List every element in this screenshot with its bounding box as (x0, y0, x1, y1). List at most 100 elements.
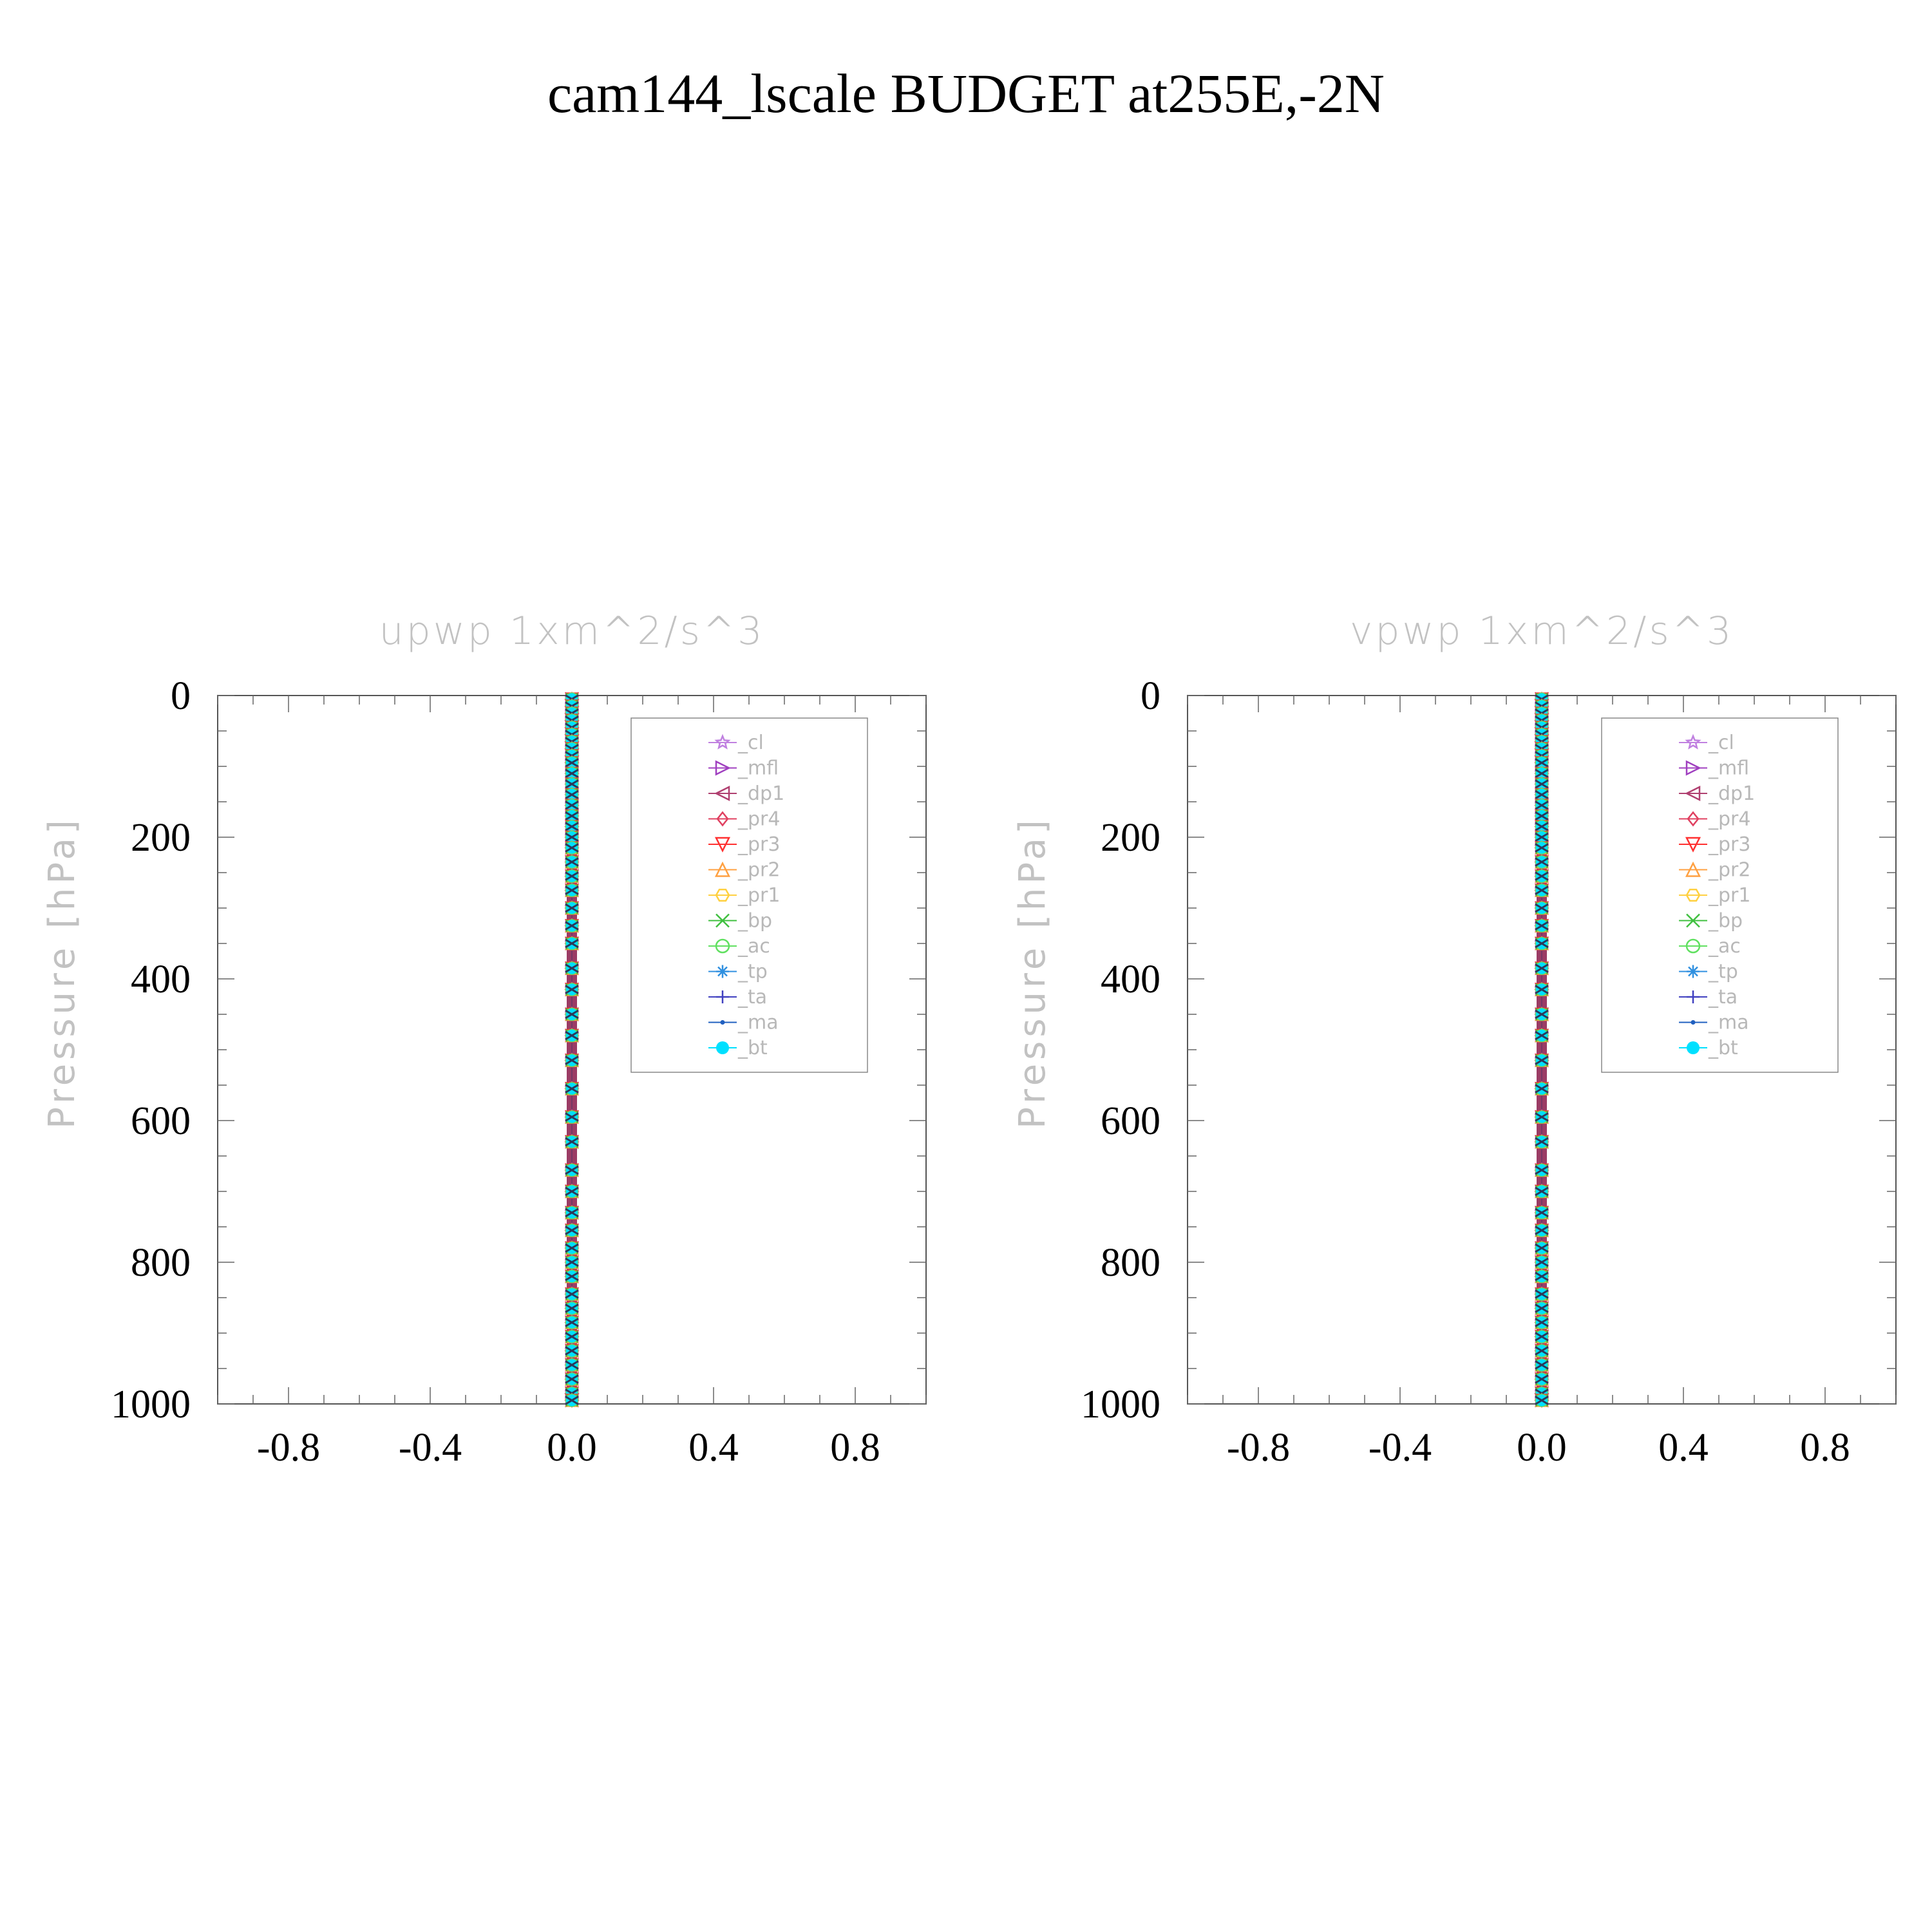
point-overlap (565, 1030, 579, 1041)
point-overlap (1535, 985, 1549, 994)
point-overlap (565, 921, 579, 931)
point-overlap (1535, 1226, 1549, 1235)
point-overlap (1535, 1137, 1549, 1147)
legend-label: _bt (737, 1037, 768, 1059)
point-overlap (1535, 963, 1549, 973)
legend-marker-_pr3 (1685, 837, 1701, 853)
legend-marker-_ta (716, 990, 729, 1003)
point-overlap (1535, 886, 1549, 895)
legend-marker-_ma (1690, 1020, 1696, 1025)
point-overlap (1535, 871, 1549, 881)
point-overlap (565, 832, 579, 842)
x-tick-label: 0.0 (1517, 1426, 1567, 1470)
legend-label: _ma (737, 1012, 779, 1034)
series-group (1534, 691, 1549, 1408)
point-overlap (1535, 800, 1549, 810)
legend-label: _cl (737, 732, 764, 754)
point-overlap (565, 938, 579, 949)
point-overlap (1535, 1396, 1549, 1405)
point-overlap (565, 1186, 579, 1197)
legend-marker-_ac (715, 938, 730, 954)
point-overlap (565, 1208, 579, 1218)
legend-marker-_ma (720, 1020, 725, 1025)
point-overlap (565, 963, 579, 973)
legend-marker-_mfl (1685, 760, 1701, 776)
point-overlap (565, 1271, 579, 1282)
legend-label: _bp (1708, 910, 1743, 933)
legend-label: _ac (737, 935, 770, 958)
point-overlap (565, 843, 579, 853)
series-group (564, 691, 580, 1408)
legend-label: _tp (1708, 961, 1738, 983)
legend: _cl _mfl_dp1 _pr4_pr3 _pr2_pr1 _bp_ac _tp _ta _… (1601, 717, 1839, 1073)
legend-marker-_mfl (715, 760, 731, 776)
legend-marker-_pr1 (1685, 889, 1701, 902)
point-overlap (1535, 1165, 1549, 1175)
x-tick-label: -0.4 (399, 1426, 462, 1470)
point-overlap (565, 1226, 579, 1235)
x-tick-label: -0.8 (1227, 1426, 1290, 1470)
point-overlap (565, 1084, 579, 1094)
y-tick-label: 400 (131, 958, 191, 1001)
point-overlap (565, 1332, 579, 1341)
point-overlap (1535, 1084, 1549, 1094)
legend-label: _mfl (1708, 757, 1749, 780)
legend-marker-_bt (716, 1041, 729, 1054)
legend-marker-_bp (1686, 913, 1700, 928)
legend-marker-_dp1 (714, 785, 730, 802)
y-axis-label: Pressure [hPa] (41, 816, 83, 1129)
legend-label: _dp1 (1708, 782, 1755, 805)
x-tick-label: 0.8 (830, 1426, 880, 1470)
point-overlap (1535, 790, 1549, 800)
panel-upwp: upwp 1xm^2/s^3 Pressure [hPa] -0.8 -0.4 0.0 0… (41, 609, 927, 1470)
legend-marker-_bp (715, 913, 730, 928)
panel-vpwp: vpwp 1xm^2/s^3 Pressure [hPa] -0.8 -0.4 0.0 0… (1012, 609, 1897, 1470)
legend-label: _dp1 (737, 782, 784, 805)
legend-label: _pr3 (1708, 833, 1750, 856)
point-overlap (1535, 903, 1549, 913)
point-overlap (1535, 822, 1549, 831)
point-overlap (1535, 811, 1549, 821)
point-overlap (565, 1257, 579, 1267)
legend-label: _ta (1708, 986, 1738, 1009)
legend-label: _pr2 (1708, 859, 1750, 882)
legend-marker-_pr2 (714, 861, 731, 877)
legend-marker-_ta (1687, 990, 1700, 1003)
y-tick-label: 1000 (111, 1383, 191, 1426)
x-tick-label: 0.8 (1800, 1426, 1850, 1470)
panel-title: upwp 1xm^2/s^3 (379, 609, 765, 654)
point-overlap (565, 811, 579, 821)
point-overlap (565, 1009, 579, 1019)
legend-marker-_tp (1687, 965, 1700, 978)
y-axis-label: Pressure [hPa] (1012, 816, 1054, 1129)
point-overlap (1535, 1303, 1549, 1313)
point-overlap (1535, 1186, 1549, 1197)
legend-marker-_cl (714, 734, 731, 750)
legend-marker-_dp1 (1685, 785, 1701, 802)
legend-label: _tp (737, 961, 768, 983)
point-overlap (1535, 1030, 1549, 1041)
y-tick-label: 200 (131, 816, 191, 860)
point-overlap (1535, 1257, 1549, 1267)
point-overlap (565, 1289, 579, 1299)
point-overlap (565, 1243, 579, 1253)
point-overlap (565, 1112, 579, 1122)
y-tick-label: 400 (1101, 958, 1160, 1001)
point-overlap (1535, 768, 1549, 779)
legend-marker-_pr4 (1687, 811, 1700, 827)
x-tick-label: 0.4 (1658, 1426, 1709, 1470)
point-overlap (565, 1374, 579, 1384)
legend-label: _pr4 (737, 808, 780, 831)
x-tick-label: 0.4 (688, 1426, 739, 1470)
y-tick-label: 200 (1101, 816, 1160, 860)
point-overlap (565, 903, 579, 913)
y-tick-label: 800 (131, 1241, 191, 1285)
legend-box (1601, 717, 1839, 1073)
point-overlap (565, 985, 579, 994)
point-overlap (565, 1360, 579, 1370)
legend-marker-_pr3 (714, 837, 731, 853)
figure-title: cam144_lscale BUDGET at255E,-2N (547, 62, 1385, 124)
point-overlap (1535, 1374, 1549, 1384)
point-overlap (1535, 1289, 1549, 1299)
